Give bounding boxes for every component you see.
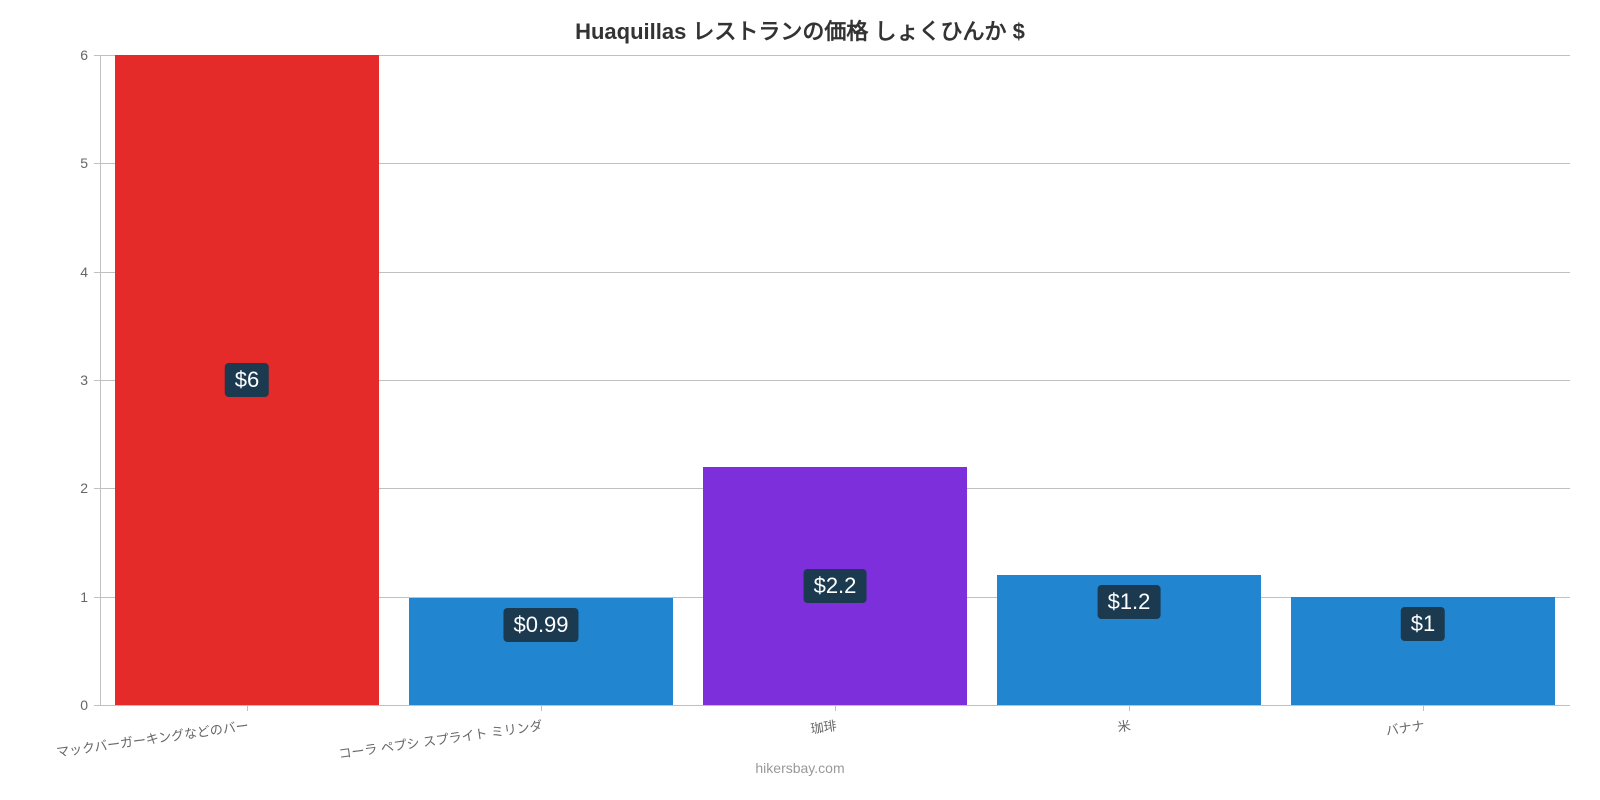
x-tick	[541, 705, 542, 711]
bar-value-label: $1.2	[1098, 585, 1161, 619]
x-tick	[1129, 705, 1130, 711]
y-tick-label: 5	[48, 155, 88, 171]
x-tick-label: 米	[1116, 715, 1132, 736]
chart-title: Huaquillas レストランの価格 しょくひんか $	[0, 14, 1600, 46]
y-tick	[94, 705, 100, 706]
y-tick-label: 6	[48, 47, 88, 63]
x-tick-label: マックバーガーキングなどのバー	[55, 715, 250, 761]
y-tick	[94, 272, 100, 273]
y-tick-label: 3	[48, 372, 88, 388]
y-tick	[94, 488, 100, 489]
bar-value-label: $2.2	[804, 569, 867, 603]
y-tick	[94, 55, 100, 56]
price-bar-chart: Huaquillas レストランの価格 しょくひんか $ 0123456$6マッ…	[0, 0, 1600, 800]
watermark: hikersbay.com	[0, 760, 1600, 776]
bar-value-label: $0.99	[503, 608, 578, 642]
y-tick	[94, 597, 100, 598]
x-tick-label: コーラ ペプシ スプライト ミリンダ	[337, 715, 543, 762]
x-tick	[247, 705, 248, 711]
y-tick-label: 0	[48, 697, 88, 713]
x-tick-label: バナナ	[1384, 715, 1425, 739]
x-tick-label: 珈琲	[809, 715, 837, 737]
plot-area: 0123456$6マックバーガーキングなどのバー$0.99コーラ ペプシ スプラ…	[100, 55, 1570, 705]
bar-value-label: $6	[225, 363, 269, 397]
y-tick	[94, 380, 100, 381]
y-tick-label: 1	[48, 589, 88, 605]
x-tick	[835, 705, 836, 711]
y-tick-label: 2	[48, 480, 88, 496]
y-tick	[94, 163, 100, 164]
bar-value-label: $1	[1401, 607, 1445, 641]
y-tick-label: 4	[48, 264, 88, 280]
x-tick	[1423, 705, 1424, 711]
